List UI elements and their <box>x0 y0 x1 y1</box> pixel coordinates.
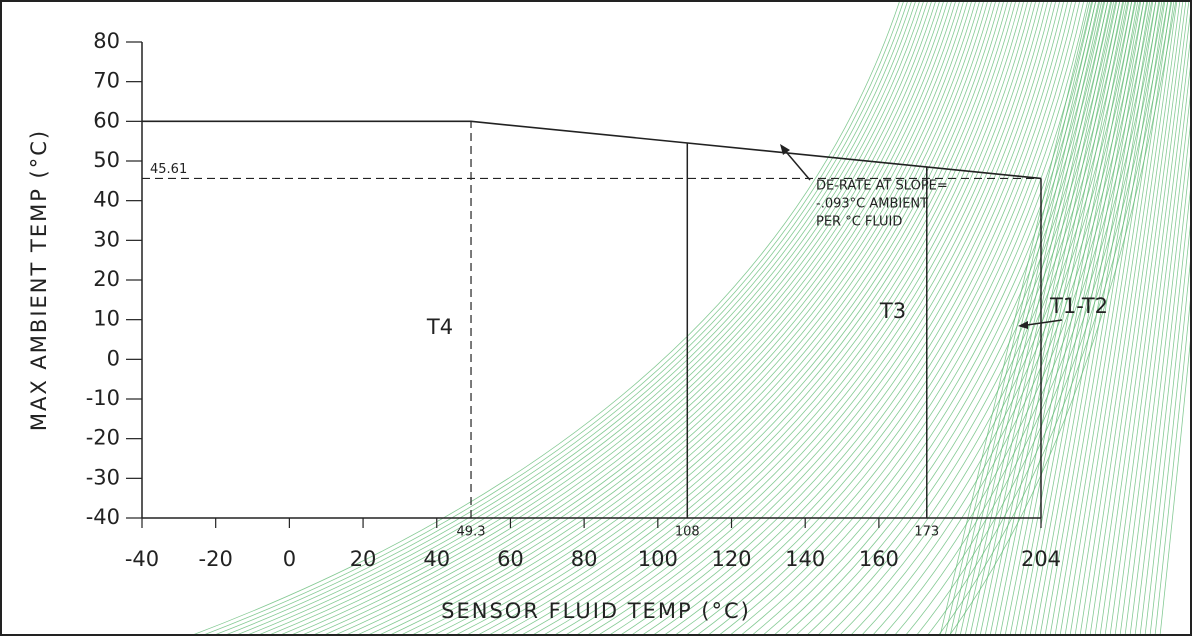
hatch-curve <box>817 0 1128 636</box>
y-tick-label: -20 <box>86 426 120 450</box>
hatch-curve <box>465 0 1000 636</box>
hatch-curve <box>542 0 1028 636</box>
ref-label: 45.61 <box>150 162 187 177</box>
x-axis-title: SENSOR FLUID TEMP (°C) <box>441 599 751 623</box>
x-tick-label: -20 <box>199 547 233 571</box>
ref-label: 108 <box>675 525 700 540</box>
y-tick-label: 40 <box>93 188 120 212</box>
hatch-curve <box>234 0 916 636</box>
x-tick-label: 40 <box>423 547 450 571</box>
y-tick-label: 80 <box>93 29 120 53</box>
hatch-curve <box>1100 0 1186 636</box>
x-tick-label: 20 <box>350 547 377 571</box>
hatch-curve <box>267 0 928 636</box>
arrow-head <box>1018 321 1028 329</box>
hatch-curve <box>1015 0 1135 636</box>
hatch-curve <box>201 0 904 636</box>
hatch-curve <box>916 0 1164 636</box>
annotation: DE-RATE AT SLOPE= <box>816 179 948 194</box>
y-tick-label: 70 <box>93 69 120 93</box>
x-tick-label: 0 <box>283 547 296 571</box>
hatch-curve <box>454 0 996 636</box>
x-tick-label: 160 <box>859 547 899 571</box>
hatch-curve <box>980 0 1114 636</box>
x-tick-label: 120 <box>711 547 751 571</box>
hatch-curve <box>300 0 940 636</box>
annotation: PER °C FLUID <box>816 215 902 230</box>
hatch-curve <box>950 0 1096 636</box>
x-tick-label: 80 <box>571 547 598 571</box>
x-tick-label: 60 <box>497 547 524 571</box>
hatch-curve <box>575 0 1040 636</box>
hatch-curve <box>955 0 1099 636</box>
y-tick-label: 0 <box>107 346 120 370</box>
y-tick-label: 50 <box>93 148 120 172</box>
x-tick-label: -40 <box>125 547 159 571</box>
hatch-curve <box>828 0 1132 636</box>
hatch-curve <box>190 0 900 636</box>
zone-label: T1-T2 <box>1049 294 1108 318</box>
x-tick-label: 140 <box>785 547 825 571</box>
y-tick-label: -30 <box>86 465 120 489</box>
x-tick-label: 204 <box>1021 547 1061 571</box>
hatch-curve <box>641 0 1064 636</box>
x-tick-label: 100 <box>638 547 678 571</box>
hatch-curve <box>245 0 920 636</box>
y-tick-label: -40 <box>86 505 120 529</box>
ref-label: 173 <box>914 525 939 540</box>
ref-label: 49.3 <box>457 525 486 540</box>
annotation: -.093°C AMBIENT <box>816 197 928 212</box>
y-tick-label: 10 <box>93 307 120 331</box>
y-tick-label: 30 <box>93 227 120 251</box>
zone-label: T3 <box>879 299 906 323</box>
hatch-curve <box>564 0 1036 636</box>
y-tick-label: 60 <box>93 108 120 132</box>
zone-label: T4 <box>426 315 453 339</box>
y-tick-label: -10 <box>86 386 120 410</box>
y-axis-title: MAX AMBIENT TEMP (°C) <box>27 129 51 431</box>
chart: SENSOR FLUID TEMP (°C) MAX AMBIENT TEMP … <box>0 0 1192 636</box>
y-tick-label: 20 <box>93 267 120 291</box>
